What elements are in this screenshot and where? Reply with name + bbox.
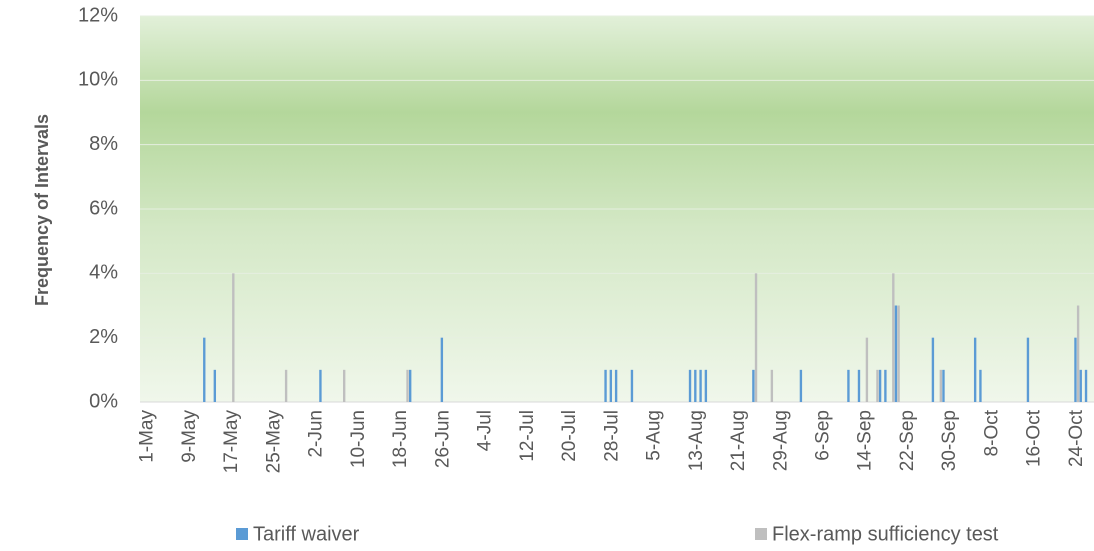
legend-label: Tariff waiver xyxy=(253,523,360,545)
bar xyxy=(754,273,758,402)
bar xyxy=(343,369,346,402)
x-tick-label: 25-May xyxy=(263,410,284,474)
bar xyxy=(973,337,977,402)
legend-swatch xyxy=(755,528,767,540)
y-tick-label: 8% xyxy=(89,133,118,155)
bar xyxy=(1084,369,1088,402)
x-tick-label: 28-Jul xyxy=(601,410,622,462)
bar xyxy=(409,369,412,402)
bar xyxy=(770,369,774,402)
bar xyxy=(284,369,288,402)
x-tick-label: 9-May xyxy=(179,410,200,463)
x-tick-label: 5-Aug xyxy=(644,410,665,461)
bar xyxy=(884,369,887,402)
x-tick-label: 20-Jul xyxy=(559,410,580,462)
bar xyxy=(1076,305,1080,402)
x-tick-label: 13-Aug xyxy=(686,410,707,471)
bar xyxy=(630,369,634,402)
x-tick-label: 2-Jun xyxy=(306,410,327,458)
bar xyxy=(894,305,898,402)
bar xyxy=(942,369,945,402)
x-tick-label: 30-Sep xyxy=(939,410,960,471)
bar xyxy=(799,369,803,402)
bar xyxy=(203,337,206,402)
bar xyxy=(876,369,879,402)
bar xyxy=(857,369,861,402)
y-tick-label: 10% xyxy=(78,69,118,91)
bar xyxy=(892,273,895,402)
x-tick-label: 8-Oct xyxy=(981,409,1002,456)
x-tick-label: 26-Jun xyxy=(432,410,453,468)
bar xyxy=(614,369,618,402)
y-tick-label: 2% xyxy=(89,326,118,348)
x-tick-label: 29-Aug xyxy=(770,410,791,471)
y-tick-label: 6% xyxy=(89,197,118,219)
x-tick-label: 6-Sep xyxy=(812,410,833,461)
y-tick-label: 0% xyxy=(89,390,118,412)
y-axis-title: Frequency of Intervals xyxy=(32,114,52,306)
x-tick-label: 4-Jul xyxy=(475,410,496,451)
x-tick-label: 21-Aug xyxy=(728,410,749,471)
bar xyxy=(1079,369,1082,402)
legend-swatch xyxy=(236,528,248,540)
bar xyxy=(878,369,882,402)
bar xyxy=(865,337,869,402)
x-tick-label: 16-Oct xyxy=(1024,409,1045,467)
x-tick-label: 1-May xyxy=(137,410,158,463)
x-tick-label: 22-Sep xyxy=(897,410,918,471)
bar xyxy=(694,369,697,402)
bar xyxy=(440,337,444,402)
y-tick-label: 12% xyxy=(78,4,118,26)
legend-label: Flex-ramp sufficiency test xyxy=(772,523,999,545)
bar xyxy=(939,369,943,402)
bar xyxy=(699,369,702,402)
bar xyxy=(604,369,607,402)
bar xyxy=(1026,337,1030,402)
x-tick-label: 14-Sep xyxy=(855,410,876,471)
x-tick-label: 12-Jul xyxy=(517,410,538,462)
bar xyxy=(609,369,613,402)
bar xyxy=(897,305,900,402)
bar xyxy=(213,369,217,402)
x-tick-label: 17-May xyxy=(221,410,242,474)
x-tick-label: 10-Jun xyxy=(348,410,369,468)
bar xyxy=(232,273,235,402)
bar xyxy=(847,369,850,402)
bar xyxy=(752,369,755,402)
bar xyxy=(704,369,708,402)
bar xyxy=(406,369,409,402)
y-tick-label: 4% xyxy=(89,262,118,284)
bar xyxy=(979,369,982,402)
x-tick-label: 18-Jun xyxy=(390,410,411,468)
bar xyxy=(1074,337,1077,402)
bar xyxy=(688,369,692,402)
bar xyxy=(319,369,322,402)
bar xyxy=(931,337,935,402)
x-tick-label: 24-Oct xyxy=(1066,409,1087,467)
